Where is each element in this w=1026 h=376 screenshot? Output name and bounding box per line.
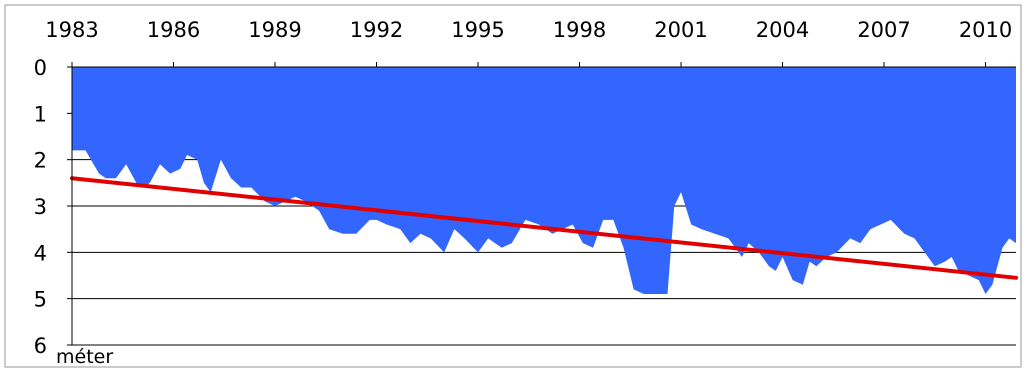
x-tick-label: 1989	[248, 18, 301, 42]
x-tick-label: 1983	[45, 18, 98, 42]
x-tick-label: 2007	[857, 18, 910, 42]
x-tick-label: 1986	[147, 18, 200, 42]
x-tick-label: 2001	[654, 18, 707, 42]
y-tick-label: 0	[34, 56, 47, 80]
y-tick-label: 1	[34, 102, 47, 126]
trend-layer	[70, 176, 1018, 280]
label-layer: méter	[56, 346, 113, 368]
y-tick-label: 3	[34, 195, 47, 219]
area-layer	[72, 67, 1016, 295]
y-tick-label: 2	[34, 149, 47, 173]
x-tick-label: 1992	[350, 18, 403, 42]
y-tick-label: 4	[34, 241, 47, 265]
x-tick-label: 1995	[451, 18, 504, 42]
trend-line	[70, 176, 1018, 280]
y-axis-unit-label: méter	[56, 346, 113, 368]
x-tick-label: 1998	[553, 18, 606, 42]
depth-area	[72, 67, 1016, 295]
axis-layer: 0 1 2 3 4 5 6 1983 1986 1989 1992 1995 1998 2001 2004 2…	[34, 18, 1016, 358]
y-tick-label: 6	[34, 334, 47, 358]
y-tick-label: 5	[34, 288, 47, 312]
x-tick-label: 2010	[959, 18, 1012, 42]
x-tick-label: 2004	[756, 18, 809, 42]
